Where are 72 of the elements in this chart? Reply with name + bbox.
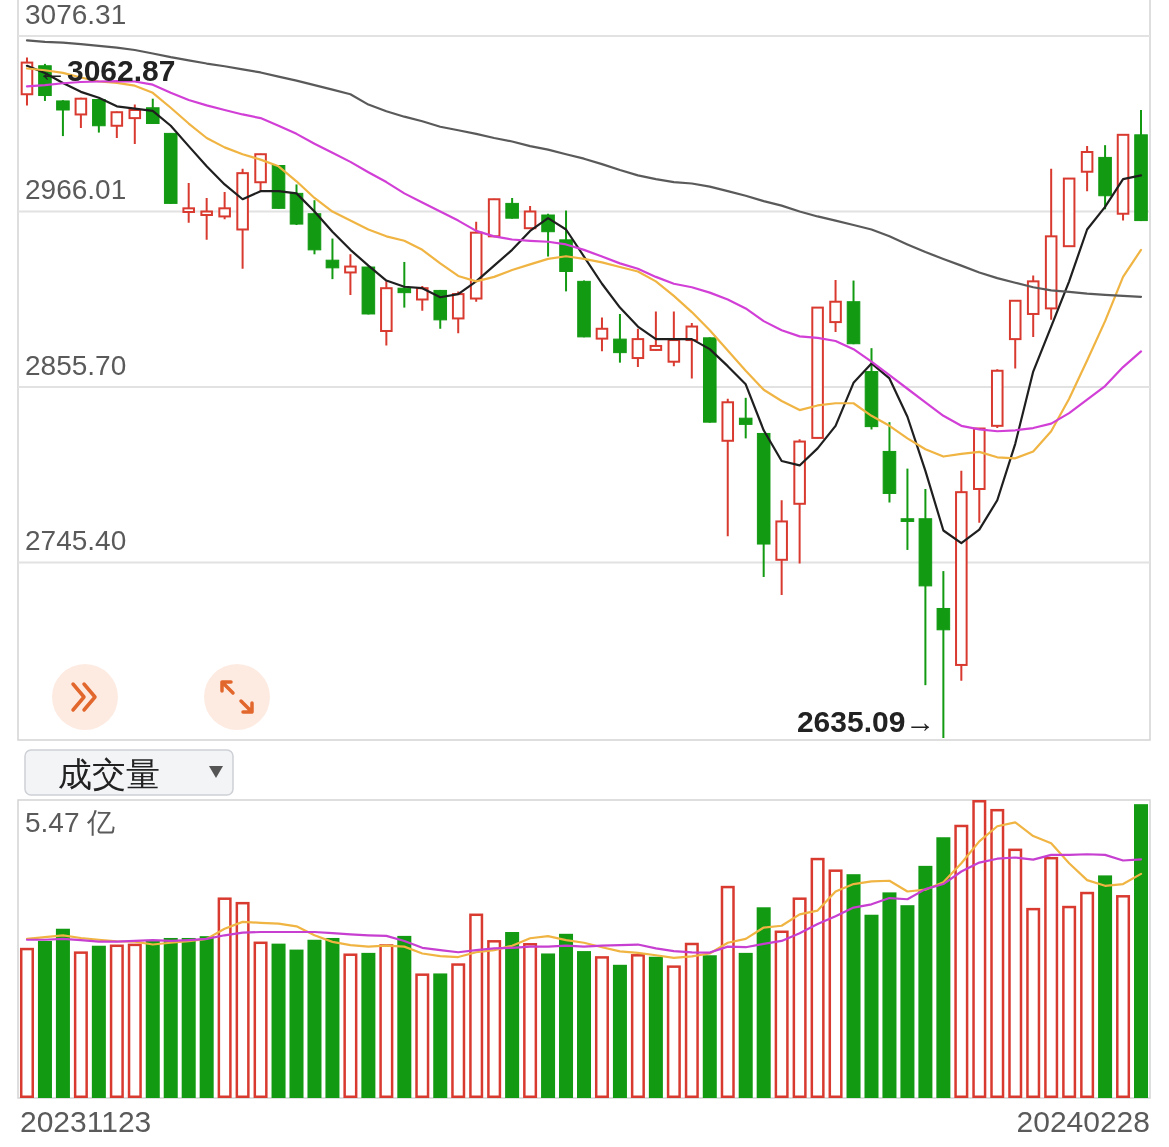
bar xyxy=(846,874,861,1098)
bar xyxy=(882,892,897,1098)
bar xyxy=(451,963,466,1098)
bar xyxy=(918,865,933,1098)
bar xyxy=(361,952,376,1098)
bar xyxy=(343,953,358,1098)
bar xyxy=(1044,856,1059,1098)
bar xyxy=(217,897,232,1098)
bar xyxy=(1080,891,1095,1098)
bar xyxy=(379,944,394,1098)
bar xyxy=(864,914,879,1098)
bar xyxy=(289,949,304,1098)
bar xyxy=(91,945,106,1098)
bar xyxy=(523,943,538,1098)
bar xyxy=(684,942,699,1098)
bar xyxy=(307,939,322,1098)
bar xyxy=(954,824,969,1098)
bar xyxy=(702,955,717,1098)
bar xyxy=(163,937,178,1098)
bar xyxy=(127,943,142,1098)
bar xyxy=(541,953,556,1098)
bar xyxy=(630,954,645,1098)
bar xyxy=(990,808,1005,1098)
bar xyxy=(738,952,753,1098)
text: 20240228 xyxy=(1016,1105,1150,1138)
bar xyxy=(774,930,789,1098)
bar xyxy=(235,901,250,1098)
bar xyxy=(505,932,520,1098)
y-tick-label: 3076.31 xyxy=(25,0,127,30)
bar xyxy=(19,947,34,1098)
bar xyxy=(487,940,502,1098)
bar xyxy=(576,951,592,1098)
bar xyxy=(199,936,214,1098)
y-tick-label: 2966.01 xyxy=(25,174,127,206)
bar xyxy=(594,956,609,1098)
bar xyxy=(828,869,843,1098)
bar xyxy=(469,913,484,1098)
bar xyxy=(181,937,196,1098)
bar xyxy=(55,928,70,1098)
bar xyxy=(325,937,340,1098)
annotation: 2635.09→ xyxy=(796,705,936,738)
bar xyxy=(1008,848,1023,1098)
bar xyxy=(433,973,448,1098)
bar xyxy=(559,933,574,1098)
bar xyxy=(109,944,124,1098)
bar xyxy=(648,956,663,1098)
y-tick-label: 2745.40 xyxy=(25,525,127,557)
bar xyxy=(720,885,735,1098)
bar xyxy=(145,940,160,1098)
bar xyxy=(415,973,430,1098)
bar xyxy=(253,941,268,1098)
bar xyxy=(612,964,627,1098)
bar xyxy=(1062,905,1077,1098)
bar xyxy=(972,800,987,1098)
bar xyxy=(936,837,951,1098)
chart-title: 成交量 xyxy=(58,755,160,793)
text: 20231123 xyxy=(20,1105,152,1138)
bar xyxy=(666,965,681,1098)
bar xyxy=(810,857,825,1098)
bar xyxy=(73,951,88,1098)
annotation: 5.47 亿 xyxy=(25,807,116,838)
bar xyxy=(1116,895,1131,1098)
bar xyxy=(792,897,807,1098)
bar xyxy=(1026,907,1041,1098)
y-tick-label: 2855.70 xyxy=(25,350,127,381)
bar xyxy=(397,935,412,1098)
bar xyxy=(37,940,52,1098)
bar xyxy=(1098,875,1113,1098)
bar xyxy=(1134,804,1149,1098)
bar xyxy=(900,905,915,1098)
bar xyxy=(756,907,771,1098)
bar xyxy=(271,943,286,1098)
